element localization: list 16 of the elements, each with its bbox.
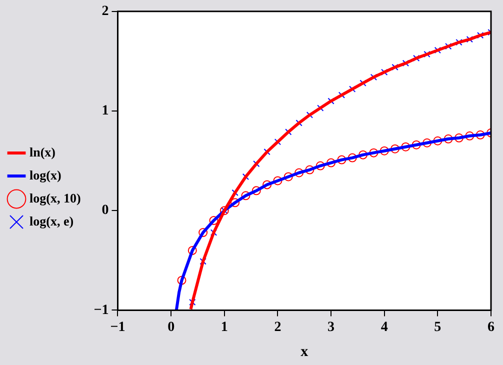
y-tick-label: −1	[94, 302, 109, 318]
x-tick-label: 4	[380, 320, 388, 336]
legend-label: ln(x)	[30, 144, 56, 160]
x-tick-label: 2	[274, 320, 282, 336]
x-tick-label: 0	[168, 320, 175, 336]
x-tick-label: 5	[434, 320, 442, 336]
y-tick-label: 1	[102, 104, 109, 119]
y-tick-label: 0	[102, 203, 109, 218]
legend-label: log(x, e)	[30, 213, 74, 228]
x-tick-label: 1	[220, 320, 228, 336]
x-tick-label: 3	[328, 320, 335, 336]
legend-label: log(x, 10)	[30, 190, 81, 206]
x-axis-title: x	[300, 344, 309, 360]
x-tick-label: 6	[488, 320, 494, 336]
legend-label: log(x)	[30, 167, 62, 182]
y-tick-label: 2	[102, 4, 109, 20]
